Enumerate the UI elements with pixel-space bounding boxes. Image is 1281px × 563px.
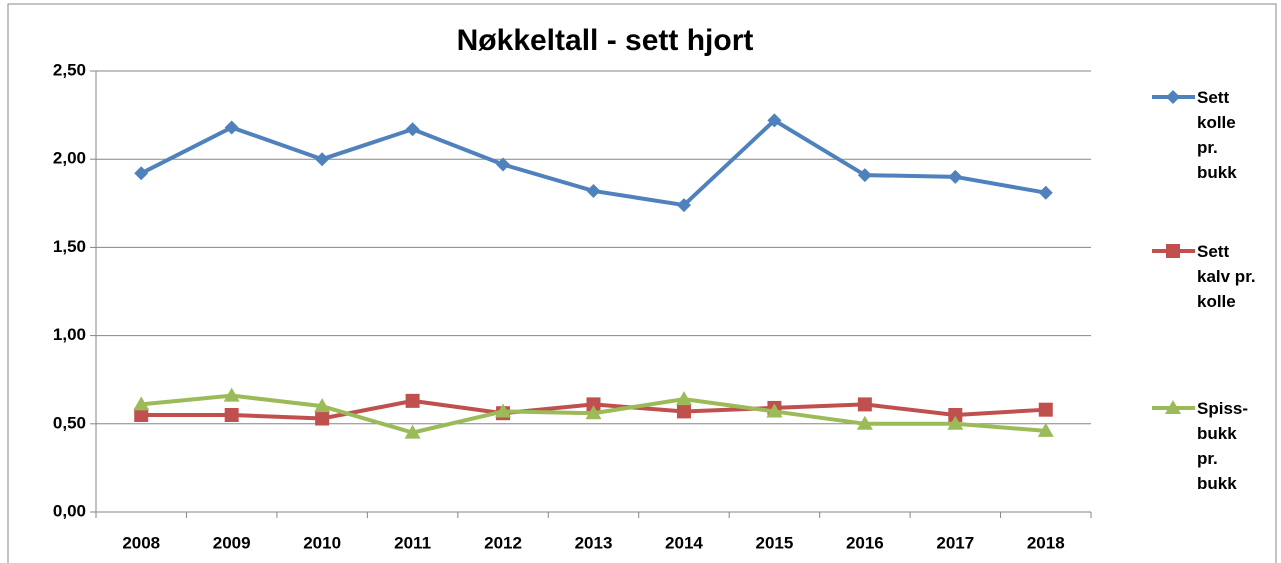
marker	[947, 415, 964, 430]
marker	[134, 407, 149, 422]
marker	[315, 411, 330, 426]
x-tick-label: 2012	[484, 533, 522, 552]
marker	[676, 198, 691, 213]
marker	[767, 113, 782, 128]
marker	[675, 391, 692, 406]
x-tick-label: 2010	[303, 533, 341, 552]
marker	[223, 387, 240, 402]
marker	[315, 152, 330, 167]
x-tick-label: 2009	[213, 533, 251, 552]
y-tick-label: 2,00	[53, 149, 86, 168]
marker	[676, 404, 691, 419]
marker	[948, 407, 963, 422]
x-tick-label: 2013	[575, 533, 613, 552]
legend-label: Sett kalv pr. kolle	[1197, 242, 1256, 311]
marker	[948, 169, 963, 184]
x-tick-label: 2016	[846, 533, 884, 552]
marker	[224, 120, 239, 135]
y-tick-label: 2,50	[53, 60, 86, 79]
marker	[224, 407, 239, 422]
y-tick-label: 0,00	[53, 501, 86, 520]
marker	[1037, 422, 1054, 437]
x-tick-label: 2008	[122, 533, 160, 552]
y-tick-label: 1,00	[53, 325, 86, 344]
x-tick-label: 2018	[1027, 533, 1065, 552]
marker	[857, 168, 872, 183]
marker	[586, 183, 601, 198]
marker	[857, 397, 872, 412]
marker	[495, 403, 512, 418]
marker	[134, 166, 149, 181]
marker	[856, 415, 873, 430]
chart-border	[7, 3, 1277, 563]
x-tick-label: 2014	[665, 533, 703, 552]
marker	[586, 397, 601, 412]
marker	[766, 403, 783, 418]
x-tick-label: 2015	[755, 533, 793, 552]
marker	[1165, 400, 1181, 414]
legend-label: Spiss-bukk pr. bukk	[1197, 399, 1249, 493]
y-tick-label: 0,50	[53, 413, 86, 432]
y-tick-label: 1,50	[53, 237, 86, 256]
marker	[1038, 185, 1053, 200]
marker	[585, 405, 602, 420]
marker	[1038, 402, 1053, 417]
marker	[405, 393, 420, 408]
marker	[133, 396, 150, 411]
chart-title: Nøkkeltall - sett hjort	[457, 24, 754, 57]
marker	[404, 424, 421, 439]
x-tick-label: 2011	[394, 533, 431, 552]
marker	[1166, 90, 1180, 104]
marker	[314, 398, 331, 413]
marker	[496, 157, 511, 172]
marker	[405, 122, 420, 137]
x-tick-label: 2017	[936, 533, 974, 552]
legend-label: Sett kolle pr. bukk	[1197, 88, 1237, 182]
marker	[1166, 244, 1180, 258]
